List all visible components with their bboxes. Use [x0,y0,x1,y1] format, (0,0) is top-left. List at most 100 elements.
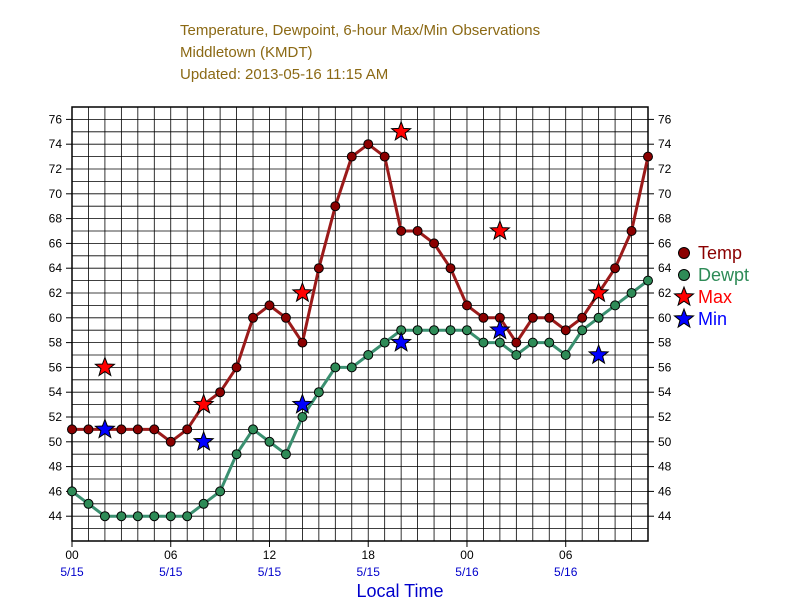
y-tick-label-right: 60 [658,311,672,325]
y-tick-label-left: 64 [49,261,63,275]
y-tick-label-left: 74 [49,137,63,151]
temp-point [280,312,291,323]
y-tick-label-left: 68 [49,212,63,226]
temp-point [643,151,653,162]
dewpt-point [560,350,571,360]
dewpt-point [478,337,489,348]
dewpt-point [83,498,94,509]
dewpt-point [643,275,653,286]
dewpt-point [379,337,390,348]
temp-point [527,312,538,323]
temp-point [165,436,176,447]
temp-point [264,300,275,311]
min-point [94,417,116,439]
temp-point [626,226,637,236]
temp-point [396,226,407,236]
y-tick-label-left: 54 [49,385,63,399]
dewpt-point [149,511,160,522]
temp-point [346,151,357,162]
y-tick-label-right: 58 [658,336,672,350]
min-point [390,331,413,352]
dewpt-point [165,511,176,522]
y-tick-label-right: 50 [658,435,672,449]
legend-marker-max [673,285,695,307]
series-max [94,120,610,414]
dewpt-point [527,337,538,348]
max-point [390,120,413,142]
dewpt-point [99,511,110,522]
x-tick-date: 5/16 [455,565,479,579]
x-tick-date: 5/15 [258,565,282,579]
temp-point [610,263,621,274]
temp-point [478,312,489,323]
dewpt-point [412,325,423,336]
temp-point [461,300,472,311]
y-tick-label-left: 56 [49,360,63,374]
temp-point [577,312,588,323]
dewpt-point [215,486,226,497]
grid [71,106,649,542]
y-tick-label-right: 52 [658,410,672,424]
x-tick-label: 18 [362,548,376,562]
max-point [489,219,511,241]
temp-point [412,226,423,236]
dewpt-point [264,436,275,447]
dewpt-point [297,412,308,422]
plot-frame [71,106,649,542]
x-tick-date: 5/15 [159,565,183,579]
temp-point [544,312,555,323]
chart-title: Temperature, Dewpoint, 6-hour Max/Min Ob… [180,22,541,39]
min-point [587,343,610,365]
y-tick-label-left: 72 [49,162,63,176]
dewpt-point [248,424,259,435]
dewpt-point [313,387,324,398]
legend-marker-min [673,307,695,329]
dewpt-point [116,511,127,522]
min-point [489,318,511,340]
x-axis-label: Local Time [356,581,443,601]
y-tick-label-left: 70 [49,187,63,201]
dewpt-point [132,511,143,522]
y-tick-label-left: 50 [49,435,63,449]
series-min [94,318,610,452]
temp-point [67,424,77,435]
legend-marker-temp [678,247,690,259]
legend-label-dewpt: Dewpt [698,265,749,285]
temp-point [231,362,242,373]
x-tick-date: 5/16 [554,565,578,579]
temp-point [248,312,259,323]
chart-updated: Updated: 2013-05-16 11:15 AM [180,66,389,83]
y-tick-label-right: 66 [658,236,672,250]
y-tick-label-right: 70 [658,187,672,201]
temp-point [116,424,127,435]
legend-label-min: Min [698,309,727,329]
y-tick-label-right: 74 [658,137,672,151]
dewpt-point [330,362,341,373]
y-tick-label-left: 60 [49,311,63,325]
y-tick-label-right: 76 [658,112,672,126]
dewpt-point [577,325,588,336]
temp-point [560,325,571,336]
x-tick-label: 12 [263,548,277,562]
legend-label-max: Max [698,287,732,307]
temp-point [429,238,440,249]
dewpt-point [198,498,209,509]
y-tick-label-left: 46 [49,484,63,498]
y-tick-label-right: 56 [658,360,672,374]
temp-point [297,337,308,348]
chart-subtitle: Middletown (KMDT) [180,44,313,61]
dewpt-point [610,300,621,311]
max-point [192,393,215,414]
dewpt-point [280,449,291,460]
dewpt-point [461,325,472,336]
y-tick-label-left: 58 [49,336,63,350]
temp-point [511,337,522,348]
y-tick-label-left: 66 [49,236,63,250]
dewpt-line [71,279,649,518]
y-tick-label-right: 46 [658,484,672,498]
y-tick-label-left: 62 [49,286,63,300]
dewpt-point [445,325,456,336]
y-tick-label-left: 48 [49,460,63,474]
y-tick-label-left: 76 [49,112,63,126]
